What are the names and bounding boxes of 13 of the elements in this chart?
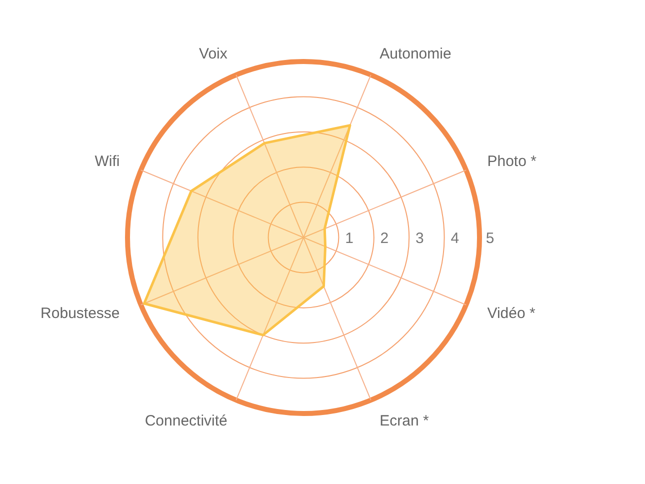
spoke-label: Vidéo * — [487, 305, 536, 322]
y-tick-label: 4 — [450, 230, 460, 247]
spoke-label: Ecran * — [380, 412, 429, 430]
spoke-label: Autonomie — [380, 45, 452, 62]
spoke-label: Wifi — [94, 152, 120, 170]
spoke-label: Voix — [199, 45, 228, 62]
y-tick-label: 5 — [486, 230, 494, 247]
spoke-label: Robustesse — [40, 305, 120, 322]
y-tick-label: 2 — [380, 230, 389, 247]
y-tick-label: 3 — [415, 230, 424, 247]
spoke-label: Connectivité — [144, 412, 228, 430]
spoke-label: Photo * — [487, 152, 537, 170]
y-tick-label: 1 — [345, 230, 354, 247]
